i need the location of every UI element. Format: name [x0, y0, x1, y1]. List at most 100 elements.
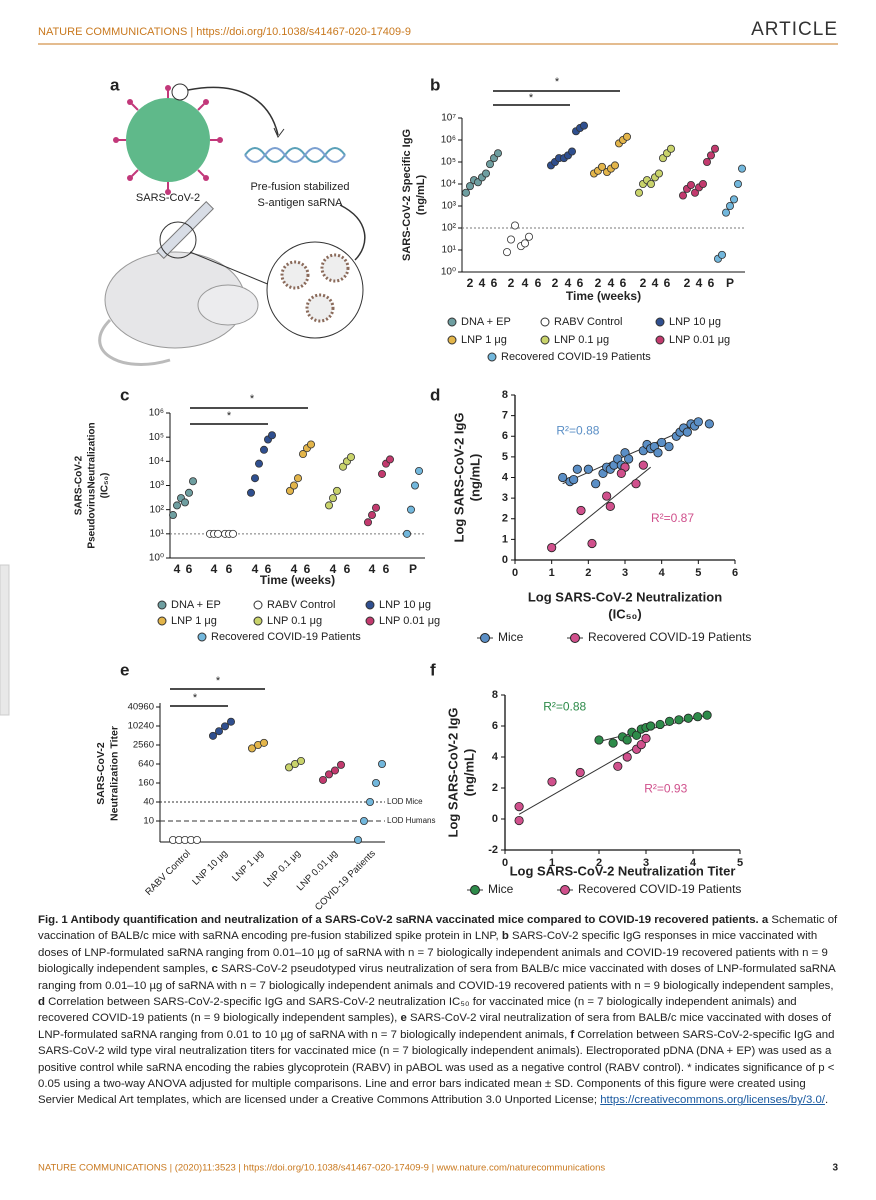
rna-label: S-antigen saRNA	[258, 197, 344, 209]
y-tick-label: 7	[502, 410, 508, 422]
y-axis-title: SARS-CoV-2 Specific IgG	[401, 129, 413, 261]
panel-label: f	[430, 660, 436, 679]
x-tick-label: 2	[596, 857, 602, 869]
legend-label: Recovered COVID-19 Patients	[578, 882, 741, 896]
legend-label: LNP 0.01 μg	[669, 334, 730, 346]
data-point	[576, 505, 586, 516]
data-point	[514, 815, 524, 826]
data-point	[591, 479, 601, 489]
legend-label: LNP 10 μg	[669, 316, 721, 328]
data-point	[704, 419, 714, 429]
data-point	[324, 501, 333, 510]
data-point	[734, 179, 743, 188]
data-point	[611, 161, 620, 170]
y-tick-label: 0	[502, 554, 508, 566]
data-point	[702, 710, 712, 720]
x-tick-label: 4	[174, 562, 181, 576]
data-point	[674, 715, 684, 725]
x-tick-label: 6	[708, 276, 715, 290]
legend-label: LNP 10 μg	[379, 599, 431, 611]
y-tick-label: 40	[143, 797, 154, 808]
data-point	[359, 817, 368, 826]
caption-text: Correlation between SARS-CoV-2-specific …	[38, 996, 797, 1025]
caption-text: c	[208, 963, 218, 976]
y-tick-label: 2	[492, 782, 498, 794]
data-point	[636, 739, 646, 750]
x-axis-title: Log SARS-CoV-2 Neutralization	[528, 589, 722, 604]
data-point	[228, 529, 237, 538]
data-point	[330, 766, 339, 775]
significance: *	[227, 410, 232, 422]
y-tick-label: -2	[488, 844, 498, 856]
data-point	[667, 144, 676, 153]
legend-marker	[365, 616, 375, 626]
x-axis-title: (IC₅₀)	[608, 606, 641, 621]
y-tick-label: 8	[492, 689, 498, 701]
x-tick-label: P	[409, 562, 417, 576]
data-point	[521, 239, 530, 248]
y-tick-label: 10⁵	[441, 157, 456, 168]
y-tick-label: 10⁷	[441, 113, 456, 124]
x-tick-label: 3	[643, 857, 649, 869]
x-tick-label: 4	[565, 276, 572, 290]
y-tick-label: 160	[138, 778, 154, 789]
data-point	[346, 453, 355, 462]
y-axis-title: (ng/mL)	[415, 175, 427, 216]
data-point	[377, 760, 386, 769]
x-tick-label: 4	[690, 857, 697, 869]
data-point	[616, 468, 626, 478]
x-tick-label: 6	[226, 562, 233, 576]
data-point	[683, 713, 693, 723]
y-tick-label: 10⁰	[441, 267, 456, 278]
data-point	[180, 498, 189, 507]
data-point	[318, 775, 327, 784]
x-tick-label: 6	[620, 276, 627, 290]
x-tick-label: 6	[664, 276, 671, 290]
legend-label: RABV Control	[267, 599, 335, 611]
legend-label: RABV Control	[554, 316, 622, 328]
y-axis-title: Log SARS-CoV-2 IgG	[451, 413, 466, 543]
y-tick-label: 2560	[133, 740, 154, 751]
x-tick-label: 4	[479, 276, 486, 290]
y-tick-label: 4	[492, 751, 499, 763]
legend-label: Mice	[488, 882, 514, 896]
y-tick-label: 3	[502, 492, 508, 504]
data-point	[184, 488, 193, 497]
x-tick-label: 6	[186, 562, 193, 576]
legend-marker	[655, 335, 665, 345]
x-axis-title: Log SARS-CoV-2 Neutralization Titer	[510, 863, 736, 878]
data-point	[188, 477, 197, 486]
data-point	[410, 481, 419, 490]
data-point	[738, 164, 747, 173]
data-point	[525, 232, 534, 241]
legend-marker	[470, 885, 480, 895]
legend-marker	[365, 600, 375, 610]
data-point	[646, 721, 656, 731]
data-point	[580, 121, 589, 130]
data-point	[657, 437, 667, 448]
data-point	[506, 235, 515, 244]
data-point	[613, 761, 623, 771]
data-point	[192, 836, 201, 845]
data-point	[699, 179, 708, 188]
caption-text: SARS-CoV-2 viral neutralization of sera …	[38, 1012, 831, 1041]
data-point	[624, 454, 634, 464]
y-tick-label: 10⁵	[149, 432, 164, 443]
y-tick-label: 10⁰	[149, 553, 164, 564]
x-tick-label: 6	[577, 276, 584, 290]
data-point	[691, 188, 700, 197]
y-tick-label: 10⁶	[441, 135, 456, 146]
annotation: R²=0.88	[543, 699, 586, 713]
data-point	[226, 717, 235, 726]
legend-label: Recovered COVID-19 Patients	[588, 630, 751, 644]
x-tick-label: 4	[522, 276, 529, 290]
panel-label: b	[430, 75, 440, 94]
data-point	[664, 716, 675, 726]
caption-link[interactable]: https://creativecommons.org/licenses/by/…	[600, 1094, 825, 1107]
x-tick-label: 6	[265, 562, 272, 576]
x-tick-label: 2	[552, 276, 559, 290]
legend-label: LNP 1 μg	[461, 334, 507, 346]
data-point	[284, 763, 293, 772]
data-point	[259, 445, 268, 454]
x-tick-label: 2	[640, 276, 647, 290]
